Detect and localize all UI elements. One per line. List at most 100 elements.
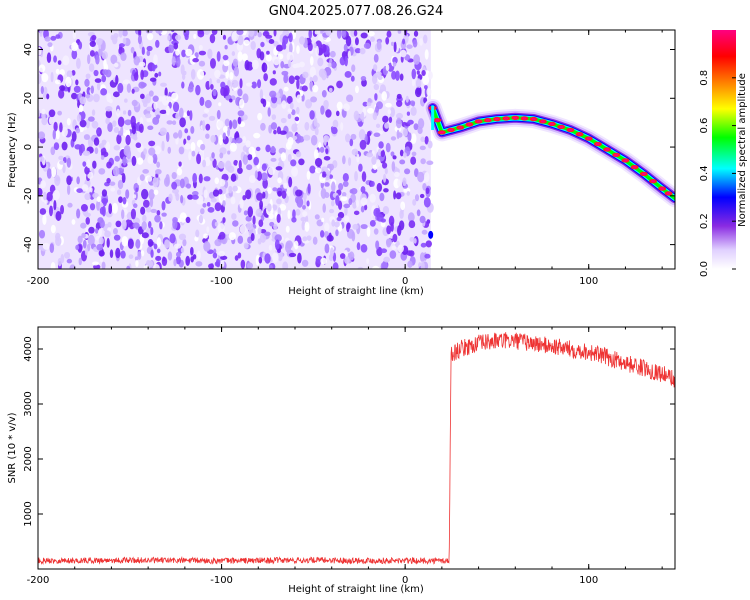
noise-blob (188, 151, 192, 161)
noise-blob (304, 221, 310, 232)
noise-blob (211, 30, 218, 35)
noise-blob (358, 163, 363, 172)
noise-blob (212, 252, 218, 259)
noise-blob (140, 69, 145, 80)
noise-blob (256, 192, 264, 201)
noise-blob (319, 146, 325, 153)
noise-blob (296, 106, 300, 115)
noise-blob (273, 40, 279, 47)
signal-peak-core (476, 120, 481, 123)
noise-blob (91, 109, 96, 116)
noise-blob (128, 254, 134, 259)
noise-blob (178, 161, 182, 167)
noise-blob (209, 58, 216, 69)
noise-blob (53, 121, 58, 132)
noise-blob (306, 235, 312, 241)
noise-blob (261, 62, 268, 73)
noise-blob (340, 122, 344, 131)
noise-blob (405, 95, 409, 103)
noise-blob (82, 239, 87, 249)
noise-blob (122, 30, 128, 37)
noise-blob (308, 30, 313, 39)
noise-blob (156, 248, 161, 254)
noise-blob (392, 233, 398, 243)
noise-blob (138, 123, 144, 133)
noise-blob (323, 155, 331, 161)
spectrogram-noise-layer (38, 30, 434, 269)
noise-blob (269, 264, 273, 269)
noise-blob (384, 122, 390, 129)
noise-blob (194, 236, 199, 242)
noise-blob (320, 188, 327, 199)
noise-blob (49, 205, 53, 217)
noise-blob (46, 52, 52, 64)
noise-blob (42, 214, 47, 226)
noise-blob (288, 43, 293, 54)
noise-blob (331, 61, 337, 69)
noise-blob (234, 255, 239, 261)
noise-blob (342, 103, 350, 112)
noise-blob (380, 221, 386, 228)
noise-blob (66, 184, 71, 196)
snr-x-ticks: -200 -100 0 100 (27, 327, 663, 586)
noise-blob (105, 117, 110, 125)
noise-blob (143, 148, 147, 156)
noise-blob (233, 66, 239, 77)
x-tick-label: -200 (27, 575, 50, 586)
noise-blob (396, 112, 404, 120)
noise-blob (320, 43, 327, 53)
noise-blob (397, 225, 402, 237)
noise-blob (419, 145, 426, 151)
noise-blob (52, 189, 60, 201)
noise-blob (309, 165, 316, 174)
noise-blob (154, 214, 161, 223)
noise-blob (150, 249, 154, 258)
noise-blob (402, 177, 407, 187)
noise-blob (230, 173, 237, 182)
noise-blob (402, 38, 406, 45)
noise-blob (323, 135, 330, 143)
noise-blob (71, 92, 78, 100)
snr-series-line (38, 332, 675, 566)
noise-blob (335, 110, 340, 117)
noise-blob (420, 242, 427, 248)
noise-blob (309, 56, 314, 66)
noise-blob (396, 93, 402, 99)
noise-blob (379, 192, 385, 202)
noise-blob (393, 171, 400, 178)
noise-blob (155, 169, 162, 175)
noise-blob (147, 155, 154, 164)
noise-blob (212, 189, 220, 197)
noise-blob (344, 215, 350, 222)
noise-blob (66, 118, 71, 126)
noise-blob (121, 209, 125, 220)
noise-blob (76, 58, 81, 69)
noise-blob (354, 37, 359, 46)
noise-blob (220, 86, 226, 96)
noise-blob (222, 34, 227, 40)
noise-blob (265, 34, 273, 39)
noise-blob (367, 107, 374, 114)
noise-blob (298, 158, 305, 166)
noise-blob (187, 194, 194, 200)
noise-blob (53, 199, 57, 211)
noise-blob (238, 159, 242, 170)
noise-blob (41, 117, 48, 126)
noise-blob (98, 47, 103, 57)
noise-blob (74, 144, 82, 150)
noise-blob (406, 191, 410, 196)
noise-blob (112, 202, 118, 214)
noise-blob (131, 99, 138, 107)
noise-blob (39, 208, 47, 215)
noise-blob (50, 35, 57, 41)
noise-blob (85, 217, 90, 225)
snr-line (38, 332, 675, 566)
noise-blob (288, 252, 297, 258)
noise-blob (82, 150, 91, 156)
noise-blob (366, 258, 370, 264)
noise-blob (61, 141, 68, 151)
noise-blob (38, 131, 46, 140)
noise-blob (408, 220, 416, 229)
noise-blob (181, 73, 186, 80)
noise-blob (259, 89, 264, 101)
